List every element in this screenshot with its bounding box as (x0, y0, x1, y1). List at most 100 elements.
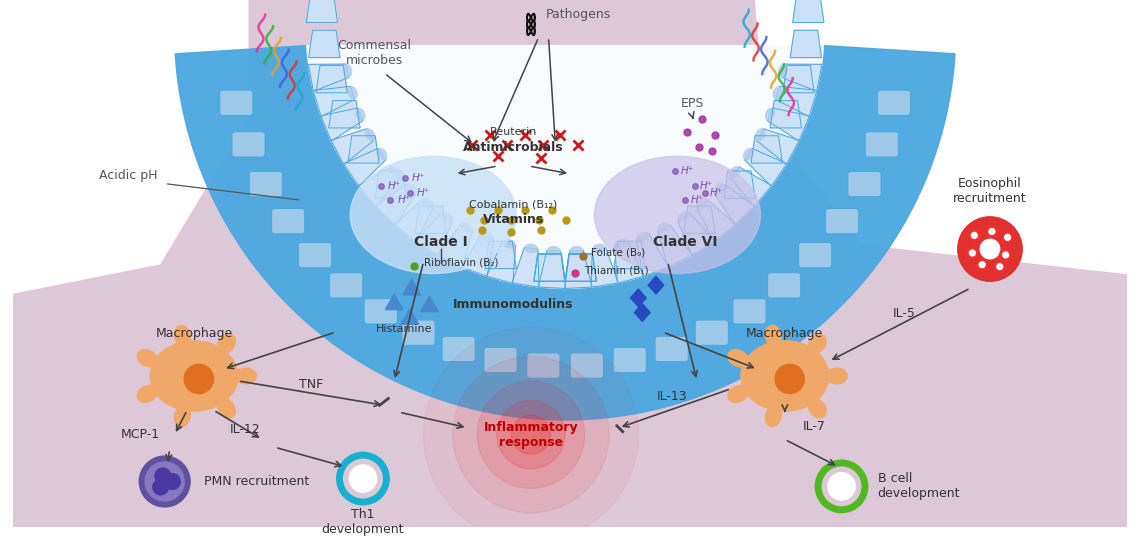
Circle shape (990, 228, 995, 234)
Polygon shape (316, 65, 348, 93)
Polygon shape (385, 294, 404, 309)
Polygon shape (415, 206, 447, 233)
Text: PMN recruitment: PMN recruitment (204, 475, 309, 488)
Polygon shape (757, 129, 799, 164)
Polygon shape (358, 167, 400, 207)
Text: H⁺: H⁺ (681, 166, 694, 176)
FancyBboxPatch shape (570, 353, 603, 378)
FancyBboxPatch shape (271, 208, 304, 234)
Polygon shape (775, 86, 817, 117)
Text: Thiamin (B₁): Thiamin (B₁) (584, 266, 649, 275)
Ellipse shape (406, 184, 416, 194)
Ellipse shape (235, 368, 256, 384)
Circle shape (423, 327, 638, 540)
Text: IL-5: IL-5 (893, 307, 915, 320)
FancyBboxPatch shape (767, 273, 800, 298)
Circle shape (1004, 234, 1010, 240)
Polygon shape (348, 136, 380, 163)
Text: H⁺: H⁺ (417, 188, 430, 198)
Polygon shape (375, 184, 416, 225)
Circle shape (1000, 249, 1011, 261)
FancyBboxPatch shape (220, 90, 253, 116)
Ellipse shape (765, 109, 774, 120)
Text: Inflammatory
response: Inflammatory response (483, 421, 578, 449)
Polygon shape (343, 148, 385, 186)
Text: Macrophage: Macrophage (155, 327, 233, 340)
FancyBboxPatch shape (656, 336, 689, 362)
Polygon shape (309, 30, 340, 58)
Ellipse shape (343, 65, 351, 77)
Ellipse shape (616, 240, 627, 248)
Ellipse shape (461, 224, 472, 232)
Text: H⁺: H⁺ (700, 180, 714, 191)
Ellipse shape (773, 87, 782, 99)
Text: Antimicrobials: Antimicrobials (463, 141, 563, 154)
Polygon shape (331, 129, 373, 164)
Polygon shape (767, 108, 809, 141)
Text: H⁺: H⁺ (398, 195, 410, 205)
Text: IL-13: IL-13 (658, 390, 687, 403)
Ellipse shape (678, 212, 689, 221)
Ellipse shape (808, 399, 826, 418)
Text: Eosinophil
recruitment: Eosinophil recruitment (953, 177, 1027, 205)
Polygon shape (782, 64, 822, 91)
Circle shape (994, 261, 1005, 273)
Text: Clade VI: Clade VI (653, 235, 717, 249)
Text: Riboflavin (B₂): Riboflavin (B₂) (423, 258, 498, 268)
Polygon shape (792, 0, 824, 23)
Ellipse shape (503, 240, 515, 248)
FancyBboxPatch shape (733, 299, 766, 324)
FancyBboxPatch shape (848, 171, 881, 197)
Ellipse shape (825, 368, 847, 384)
FancyBboxPatch shape (364, 299, 398, 324)
Circle shape (155, 468, 171, 484)
Text: IL-7: IL-7 (803, 420, 825, 433)
Ellipse shape (741, 341, 829, 411)
Polygon shape (614, 241, 645, 268)
Text: H⁺: H⁺ (691, 195, 703, 205)
Ellipse shape (137, 386, 157, 402)
Circle shape (1002, 232, 1013, 243)
FancyBboxPatch shape (329, 273, 363, 298)
Ellipse shape (350, 156, 516, 273)
Circle shape (958, 217, 1023, 281)
Text: B cell
development: B cell development (878, 472, 960, 501)
Ellipse shape (756, 129, 765, 140)
Circle shape (971, 232, 977, 238)
Text: Histamine: Histamine (376, 324, 432, 334)
Ellipse shape (481, 233, 494, 241)
Polygon shape (394, 199, 433, 241)
Polygon shape (630, 289, 646, 307)
FancyBboxPatch shape (865, 132, 898, 157)
Text: Folate (B₉): Folate (B₉) (592, 248, 645, 258)
FancyBboxPatch shape (825, 208, 858, 234)
Polygon shape (438, 225, 473, 267)
Ellipse shape (808, 334, 826, 354)
Ellipse shape (637, 233, 649, 241)
Ellipse shape (423, 199, 433, 208)
Polygon shape (14, 0, 247, 293)
Ellipse shape (150, 341, 238, 411)
Ellipse shape (728, 350, 749, 367)
Polygon shape (307, 45, 823, 288)
Polygon shape (375, 171, 407, 198)
Polygon shape (783, 65, 814, 93)
Circle shape (979, 262, 985, 268)
Circle shape (969, 230, 980, 241)
Circle shape (185, 364, 213, 394)
Circle shape (164, 474, 180, 489)
Ellipse shape (356, 109, 365, 120)
Polygon shape (462, 234, 494, 276)
Polygon shape (487, 242, 515, 283)
Polygon shape (564, 251, 592, 288)
Ellipse shape (377, 148, 386, 160)
Ellipse shape (441, 212, 453, 221)
Ellipse shape (570, 247, 583, 255)
FancyBboxPatch shape (799, 242, 832, 268)
Polygon shape (714, 184, 755, 225)
Circle shape (986, 226, 998, 238)
Polygon shape (415, 213, 453, 255)
Circle shape (512, 415, 551, 454)
Text: Immunomodulins: Immunomodulins (453, 298, 573, 310)
Text: Vitamins: Vitamins (482, 213, 544, 226)
